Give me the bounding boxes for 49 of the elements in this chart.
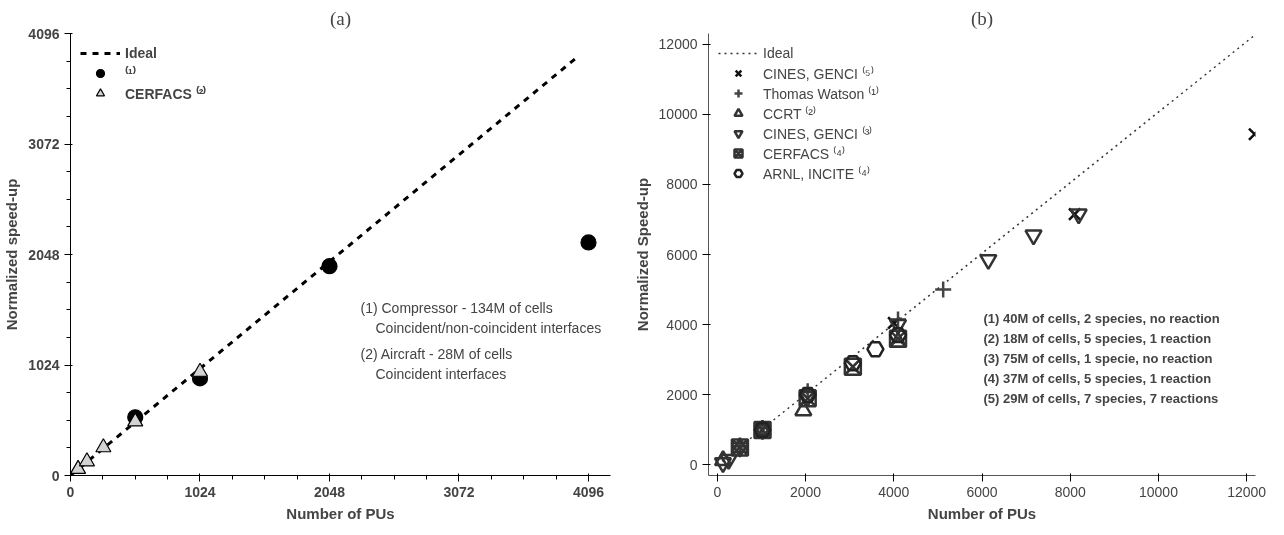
x-tick-label: 0 <box>66 483 75 500</box>
legend-label: CCRT ⁽²⁾ <box>763 104 816 123</box>
annotation: (5) 29M of cells, 7 species, 7 reactions <box>983 390 1219 406</box>
annotation: (1) 40M of cells, 2 species, no reaction <box>983 310 1220 326</box>
y-tick-label: 0 <box>689 456 698 473</box>
x-tick-label: 3072 <box>443 483 475 500</box>
legend-label: ⁽¹⁾ <box>125 64 137 83</box>
y-tick-label: 1024 <box>28 357 60 373</box>
y-axis-title: Normalized speed-up <box>3 178 21 331</box>
annotation: (3) 75M of cells, 1 specie, no reaction <box>983 350 1213 366</box>
x-tick-label: 12000 <box>1227 483 1267 500</box>
legend-label: CINES, GENCI ⁽³⁾ <box>763 124 873 143</box>
x-axis-title: Number of PUs <box>286 504 395 522</box>
y-tick-label: 4000 <box>666 316 698 333</box>
annotation: (2) 18M of cells, 5 species, 1 reaction <box>983 330 1212 346</box>
legend-label: Ideal <box>763 45 794 61</box>
y-tick-label: 3072 <box>28 136 60 152</box>
y-tick-label: 4096 <box>28 25 60 42</box>
legend-label: Thomas Watson ⁽¹⁾ <box>763 84 879 103</box>
legend-label: CERFACS ⁽⁴⁾ <box>763 144 846 163</box>
y-tick-label: 12000 <box>658 36 698 53</box>
annotation: (1) Compressor - 134M of cells <box>360 299 553 316</box>
x-tick-label: 4000 <box>878 483 910 500</box>
chart-title: (a) <box>329 7 352 30</box>
x-tick-label: 6000 <box>966 483 998 500</box>
x-tick-label: 2000 <box>789 483 822 500</box>
y-tick-label: 6000 <box>666 246 698 263</box>
y-tick-label: 2000 <box>666 386 698 403</box>
x-tick-label: 1024 <box>184 483 216 500</box>
legend-label: CINES, GENCI ⁽⁵⁾ <box>763 64 874 83</box>
x-tick-label: 0 <box>713 483 722 500</box>
x-tick-label: 10000 <box>1138 483 1179 500</box>
annotation: (4) 37M of cells, 5 species, 1 reaction <box>983 370 1212 386</box>
x-axis-title: Number of PUs <box>927 504 1037 522</box>
x-tick-label: 4096 <box>572 483 605 500</box>
legend-label: Ideal <box>125 45 157 61</box>
x-tick-label: 8000 <box>1054 483 1087 500</box>
y-tick-label: 2048 <box>28 246 60 263</box>
annotation: (2) Aircraft - 28M of cells <box>360 345 513 362</box>
y-tick-label: 10000 <box>658 106 698 123</box>
annotation: Coincident/non-coincident interfaces <box>375 319 602 336</box>
y-axis-title: Normalized Speed-up <box>633 177 651 332</box>
annotation: Coincident interfaces <box>375 365 507 382</box>
legend-label: ARNL, INCITE ⁽⁴⁾ <box>763 164 870 183</box>
y-tick-label: 8000 <box>666 176 698 193</box>
y-tick-label: 0 <box>51 467 60 484</box>
x-tick-label: 2048 <box>313 483 346 500</box>
legend-label: CERFACS ⁽²⁾ <box>125 84 207 103</box>
chart-title: (b) <box>970 7 994 30</box>
